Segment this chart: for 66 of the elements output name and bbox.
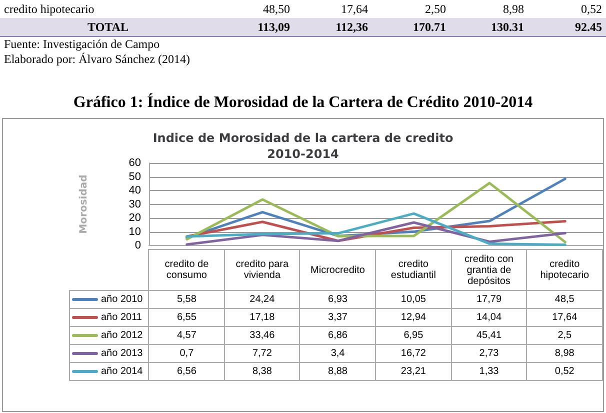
data-label: 6,86 bbox=[300, 326, 376, 344]
data-label: 1,33 bbox=[451, 362, 527, 380]
x-tick-label: credito estudiantil bbox=[376, 250, 452, 290]
data-label: 24,24 bbox=[224, 290, 300, 308]
y-tick-label: 20 bbox=[128, 212, 141, 224]
text: 130.31 bbox=[490, 19, 525, 36]
line-series bbox=[186, 212, 566, 246]
data-label: 6,95 bbox=[376, 326, 452, 344]
y-tick-label: 40 bbox=[128, 184, 141, 196]
data-label: 12,94 bbox=[376, 308, 452, 326]
text: 113,09 bbox=[256, 19, 291, 36]
x-tick-label: Microcredito bbox=[300, 250, 376, 290]
text: 8,98 bbox=[502, 1, 525, 18]
text: Elaborado por: Álvaro Sánchez (2014) bbox=[3, 52, 191, 67]
text: 0,52 bbox=[580, 1, 603, 18]
data-label: 8,38 bbox=[224, 362, 300, 380]
y-tick-label: 30 bbox=[128, 198, 141, 210]
data-label: 3,37 bbox=[300, 308, 376, 326]
text: 92.45 bbox=[574, 19, 603, 36]
y-tick-label: 10 bbox=[128, 226, 141, 238]
data-label: 4,57 bbox=[148, 326, 224, 344]
text: 48,50 bbox=[262, 1, 291, 18]
x-tick-label: credito hipotecario bbox=[526, 250, 602, 290]
data-label: 2,5 bbox=[526, 326, 602, 344]
y-axis-title: Morosidad bbox=[78, 174, 90, 234]
text: 112,36 bbox=[334, 19, 369, 36]
chart-title: Indice de Morosidad de la cartera de credito 2010-2014 bbox=[152, 131, 454, 161]
data-label: 2,73 bbox=[451, 344, 527, 362]
data-label: 6,93 bbox=[300, 290, 376, 308]
x-tick-label: credito para vivienda bbox=[224, 250, 300, 290]
data-label: 5,58 bbox=[148, 290, 224, 308]
data-label: 17,79 bbox=[451, 290, 527, 308]
data-label: 45,41 bbox=[451, 326, 527, 344]
legend-label: año 2012 bbox=[70, 326, 149, 344]
legend-label: año 2013 bbox=[70, 344, 149, 362]
legend-label: año 2010 bbox=[70, 290, 149, 308]
x-tick-label: credito de consumo bbox=[148, 250, 224, 290]
text: 2,50 bbox=[424, 1, 447, 18]
text: 17,64 bbox=[340, 1, 369, 18]
y-tick-label: 0 bbox=[134, 240, 141, 252]
data-label: 17,64 bbox=[526, 308, 602, 326]
data-label: 14,04 bbox=[451, 308, 527, 326]
y-tick-label: 50 bbox=[128, 170, 141, 183]
data-label: 23,21 bbox=[376, 362, 452, 380]
data-label: 0,7 bbox=[148, 344, 224, 362]
text: Gráfico 1: Índice de Morosidad de la Cartera de Crédito 2010-2014 bbox=[72, 94, 534, 112]
y-tick-label: 60 bbox=[128, 157, 141, 169]
data-label: 6,55 bbox=[148, 308, 224, 326]
x-tick-label: credito con grantia de depósitos bbox=[451, 250, 527, 290]
text: 170.71 bbox=[412, 19, 447, 36]
data-label: 16,72 bbox=[376, 344, 452, 362]
data-label: 17,18 bbox=[224, 308, 300, 326]
source-note: Fuente: Investigación de Campo bbox=[3, 37, 161, 52]
data-label: 0,52 bbox=[526, 362, 602, 380]
data-label: 33,46 bbox=[224, 326, 300, 344]
data-label: 8,88 bbox=[300, 362, 376, 380]
data-label: 6,56 bbox=[148, 362, 224, 380]
data-label: 8,98 bbox=[526, 344, 602, 362]
data-label: 48,5 bbox=[526, 290, 602, 308]
text: credito hipotecario bbox=[3, 1, 96, 18]
text: TOTAL bbox=[86, 19, 130, 36]
data-label: 3,4 bbox=[300, 344, 376, 362]
legend-label: año 2011 bbox=[70, 308, 149, 326]
data-label: 7,72 bbox=[224, 344, 300, 362]
legend-label: año 2014 bbox=[70, 362, 149, 380]
data-label: 10,05 bbox=[376, 290, 452, 308]
